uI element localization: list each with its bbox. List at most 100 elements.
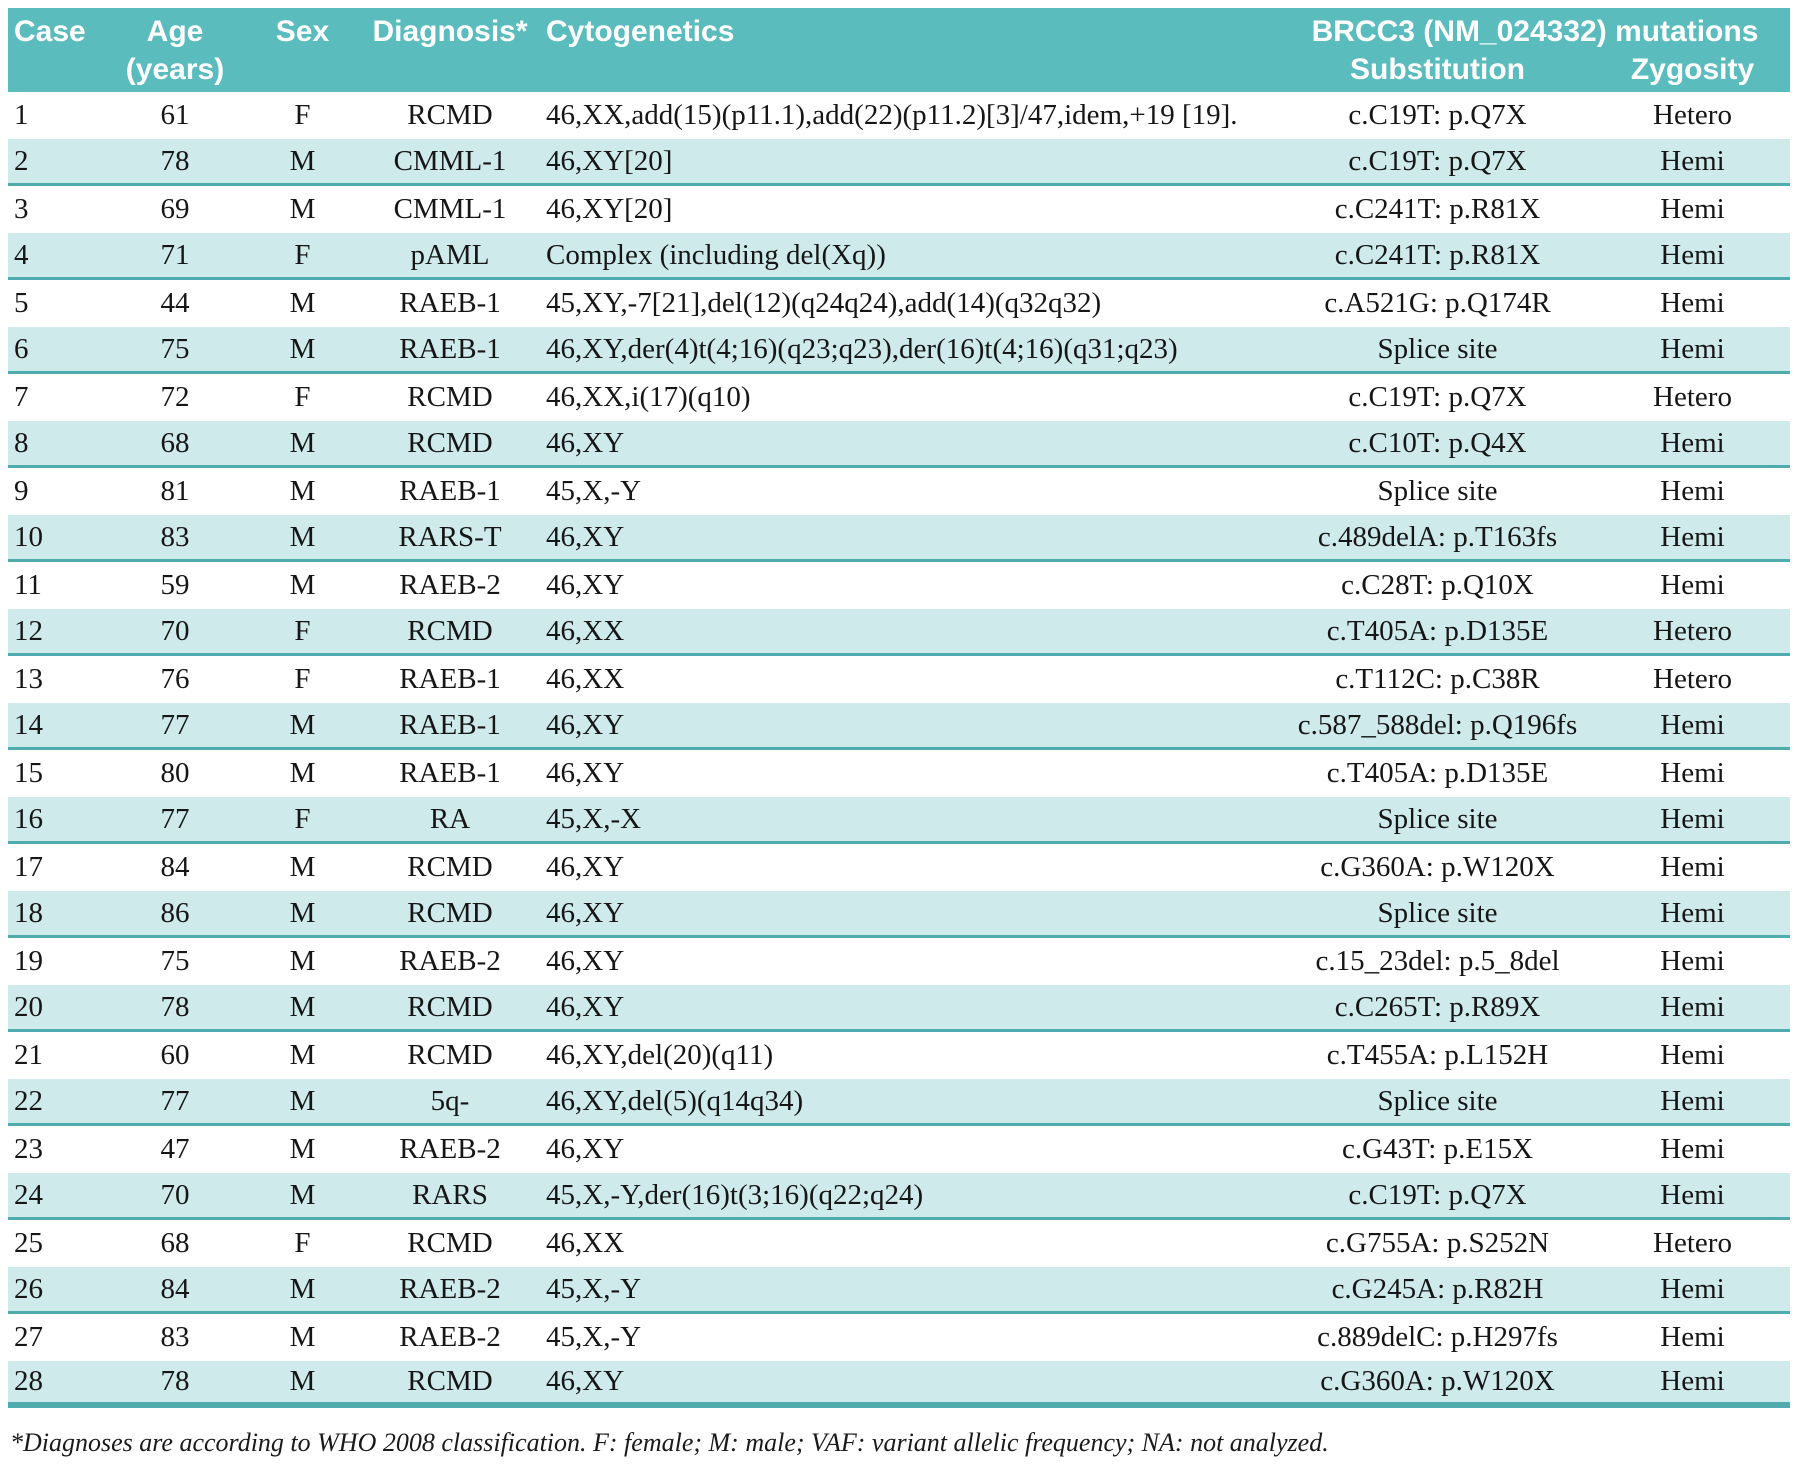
table-row: 18 86 M RCMD 46,XY Splice site Hemi (8, 891, 1790, 938)
cell-cyto: 46,XY (546, 945, 625, 977)
cell-case: 26 (14, 1272, 43, 1305)
header-mutations-subrow: Substitution Zygosity (1280, 51, 1790, 89)
table-row: 7 72 F RCMD 46,XX,i(17)(q10) c.C19T: p.Q7X Het… (8, 374, 1790, 421)
cell-sub: c.C19T: p.Q7X (1348, 381, 1527, 413)
cell-sub: c.T405A: p.D135E (1326, 614, 1549, 647)
cell-age: 76 (160, 663, 190, 695)
cell-diag: RCMD (407, 896, 493, 929)
cell-sex: M (289, 896, 316, 929)
table-row: 27 83 M RAEB-2 45,X,-Y c.889delC: p.H297fs Hem… (8, 1314, 1790, 1361)
cell-zyg: Hemi (1660, 802, 1725, 835)
cell-sub: Splice site (1377, 1084, 1498, 1117)
cell-sub: c.G245A: p.R82H (1331, 1272, 1544, 1305)
cell-age: 59 (160, 569, 190, 601)
cell-sex: F (294, 802, 311, 835)
cell-sex: F (294, 663, 311, 695)
table-row: 5 44 M RAEB-1 45,XY,-7[21],del(12)(q24q24),a… (8, 280, 1790, 327)
cell-cyto: 46,XY (546, 520, 625, 553)
cell-cyto: 46,XY,der(4)t(4;16)(q23;q23),der(16)t(4;… (546, 332, 1178, 365)
cell-cyto: 46,XX (546, 1227, 625, 1259)
cell-cyto: 46,XY (546, 990, 625, 1023)
cell-diag: RAEB-1 (399, 332, 501, 365)
cell-zyg: Hemi (1660, 851, 1725, 883)
cell-sub: c.T455A: p.L152H (1326, 1039, 1549, 1071)
cell-case: 25 (14, 1227, 43, 1259)
cell-cyto: 45,X,-Y (546, 1272, 642, 1305)
cell-sex: M (289, 426, 316, 459)
cell-cyto: 46,XY,del(5)(q14q34) (546, 1084, 804, 1117)
cell-sub: Splice site (1377, 332, 1498, 365)
cell-sub: c.G43T: p.E15X (1341, 1133, 1534, 1165)
header-substitution: Substitution (1350, 53, 1525, 86)
cell-sex: M (289, 708, 316, 741)
cell-zyg: Hemi (1660, 144, 1725, 177)
cell-zyg: Hetero (1653, 614, 1732, 647)
table-row: 19 75 M RAEB-2 46,XY c.15_23del: p.5_8del Hemi (8, 938, 1790, 985)
cell-sub: c.G360A: p.W120X (1320, 1365, 1555, 1397)
cell-sub: c.889delC: p.H297fs (1317, 1321, 1558, 1353)
cell-case: 18 (14, 896, 43, 929)
header-diagnosis: Diagnosis* (360, 8, 540, 92)
header-age: Age (years) (105, 8, 245, 92)
header-sex: Sex (245, 8, 360, 92)
cell-diag: RAEB-2 (399, 1321, 501, 1353)
cell-sub: c.587_588del: p.Q196fs (1297, 708, 1578, 741)
cell-sex: M (289, 144, 316, 177)
cell-zyg: Hemi (1660, 520, 1725, 553)
cell-sub: c.G755A: p.S252N (1325, 1227, 1550, 1259)
cell-age: 68 (160, 1227, 190, 1259)
table-body: 1 61 F RCMD 46,XX,add(15)(p11.1),add(22)(p11… (8, 92, 1790, 1408)
table-footnote: *Diagnoses are according to WHO 2008 cla… (10, 1428, 1329, 1457)
cell-zyg: Hemi (1660, 569, 1725, 601)
cell-case: 8 (14, 426, 29, 459)
cell-sex: M (289, 1133, 316, 1165)
cell-diag: RAEB-1 (399, 287, 501, 319)
cell-sex: M (289, 193, 316, 225)
cell-case: 20 (14, 990, 43, 1023)
cell-sex: F (294, 238, 311, 271)
cell-case: 3 (14, 193, 29, 225)
table-row: 12 70 F RCMD 46,XX c.T405A: p.D135E Hetero (8, 609, 1790, 656)
cell-sex: M (289, 287, 316, 319)
cell-sex: F (294, 381, 311, 413)
cell-cyto: 46,XY[20] (546, 144, 673, 177)
cell-diag: 5q- (430, 1084, 470, 1117)
cell-zyg: Hemi (1660, 1133, 1725, 1165)
cell-case: 22 (14, 1084, 43, 1117)
table-header: Case Age (years) Sex Diagnosis* Cytogene… (8, 8, 1790, 92)
table-row: 14 77 M RAEB-1 46,XY c.587_588del: p.Q196fs He… (8, 703, 1790, 750)
cell-diag: RAEB-1 (399, 663, 501, 695)
cell-diag: RCMD (407, 851, 493, 883)
cell-case: 13 (14, 663, 43, 695)
cell-age: 84 (160, 851, 190, 883)
cell-cyto: 46,XY (546, 1133, 625, 1165)
cell-age: 75 (160, 945, 190, 977)
cell-zyg: Hemi (1660, 475, 1725, 507)
cell-cyto: 46,XX,add(15)(p11.1),add(22)(p11.2)[3]/4… (546, 99, 1238, 131)
cell-age: 71 (160, 238, 190, 271)
cell-diag: CMML-1 (393, 193, 507, 225)
header-case-label: Case (14, 15, 86, 48)
cell-sex: F (294, 614, 311, 647)
cell-case: 12 (14, 614, 43, 647)
cell-sex: M (289, 1084, 316, 1117)
cell-age: 70 (160, 1178, 190, 1211)
cell-cyto: 45,X,-Y,der(16)t(3;16)(q22;q24) (546, 1178, 924, 1211)
table-row: 17 84 M RCMD 46,XY c.G360A: p.W120X Hemi (8, 844, 1790, 891)
patients-mutations-table: Case Age (years) Sex Diagnosis* Cytogene… (8, 8, 1790, 1408)
cell-zyg: Hemi (1660, 287, 1725, 319)
cell-zyg: Hemi (1660, 1272, 1725, 1305)
cell-diag: RCMD (407, 426, 493, 459)
cell-case: 11 (14, 569, 42, 601)
table-row: 2 78 M CMML-1 46,XY[20] c.C19T: p.Q7X Hemi (8, 139, 1790, 186)
cell-case: 14 (14, 708, 43, 741)
cell-diag: RAEB-1 (399, 475, 501, 507)
cell-age: 80 (160, 757, 190, 789)
cell-case: 2 (14, 144, 29, 177)
cell-age: 84 (160, 1272, 190, 1305)
table-row: 22 77 M 5q- 46,XY,del(5)(q14q34) Splice site H… (8, 1079, 1790, 1126)
table-row: 13 76 F RAEB-1 46,XX c.T112C: p.C38R Hetero (8, 656, 1790, 703)
cell-zyg: Hemi (1660, 426, 1725, 459)
cell-case: 27 (14, 1321, 43, 1353)
cell-sex: F (294, 99, 311, 131)
